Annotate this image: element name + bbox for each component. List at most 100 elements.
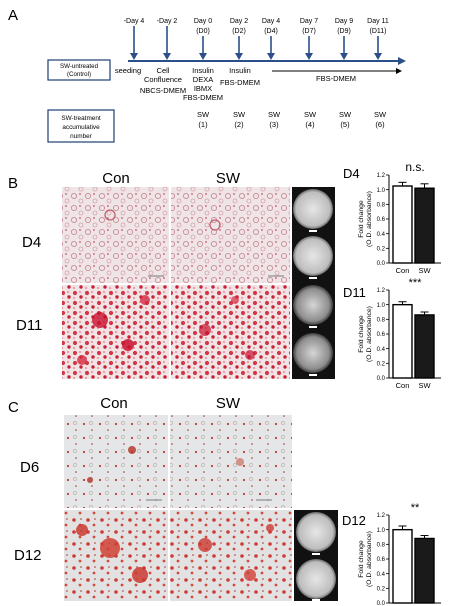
panel-c-row-d6: D6 — [20, 459, 39, 476]
bar-con — [392, 528, 413, 604]
sw-count: (4) — [305, 120, 315, 129]
y-tick-label: 0.4 — [377, 572, 386, 578]
day-label: Day 2 — [230, 18, 248, 25]
chart-title: D4 — [343, 166, 360, 181]
bar-sw — [414, 537, 435, 604]
significance-label: ** — [411, 502, 420, 514]
bar-chart-d4: D4 0.0 0.2 0.4 0.6 0.8 1.0 1.2 Fold change (O.D. … — [343, 160, 441, 275]
well-scale — [309, 230, 317, 232]
sw-label: SW — [304, 110, 317, 119]
untreated-box — [47, 59, 111, 81]
chart-title: D12 — [342, 513, 366, 528]
sw-count: (1) — [198, 120, 208, 129]
timeline-arrowhead — [398, 57, 406, 65]
y-axis-label: (O.D. absorbance) — [366, 191, 373, 247]
untreated-label: SW-untreated — [60, 63, 99, 70]
micrograph-c-con-d6 — [64, 415, 168, 508]
y-tick-label: 1.0 — [377, 303, 386, 309]
y-axis-label: (O.D. absorbance) — [366, 306, 373, 362]
y-tick-label: 1.2 — [377, 288, 386, 294]
day-sublabel: (D4) — [264, 28, 278, 35]
timeline-day: -Day 2 — [157, 18, 178, 60]
day-arrowhead — [305, 53, 313, 60]
y-tick-label: 0.0 — [377, 601, 386, 606]
well-photo — [293, 333, 333, 373]
y-tick-label: 0.2 — [377, 587, 386, 593]
y-tick-label: 0.6 — [377, 557, 386, 563]
day-label: Day 11 — [367, 18, 389, 25]
day-arrowhead — [199, 53, 207, 60]
y-tick-label: 0.0 — [377, 376, 386, 382]
treatment-line-2: accumulative — [62, 124, 100, 131]
micrograph-b-sw-d11 — [171, 285, 290, 379]
bar-chart-d12: D12 0.0 0.2 0.4 0.6 0.8 1.0 1.2 Fold change (O.D.… — [342, 502, 441, 606]
seeding-label: seeding — [115, 66, 141, 75]
well-scale — [309, 277, 317, 279]
sw-count: (6) — [375, 120, 385, 129]
panel-c-row-d12: D12 — [14, 547, 42, 564]
treatment-line-3: number — [70, 133, 93, 140]
y-tick-label: 0.2 — [377, 362, 386, 368]
stained-droplets-b — [77, 209, 255, 365]
timeline-day: -Day 4 — [124, 18, 145, 60]
day-label: Day 9 — [335, 18, 353, 25]
day-sublabel: (D2) — [232, 28, 246, 35]
well-photo — [293, 236, 333, 276]
day2-media-2: FBS-DMEM — [220, 78, 260, 87]
day-arrowhead — [374, 53, 382, 60]
well-scale — [309, 374, 317, 376]
well-photo — [296, 512, 336, 552]
micrograph-b-sw-d4 — [171, 187, 290, 283]
x-tick-label: Con — [396, 381, 410, 390]
treatment-line-1: SW-treatment — [61, 115, 101, 122]
panel-b-col-sw: SW — [216, 170, 241, 187]
day-label: -Day 2 — [157, 18, 178, 25]
day-sublabel: (D11) — [370, 28, 387, 35]
day0-media-3: IBMX — [194, 84, 212, 93]
cell-label: Cell — [157, 66, 170, 75]
bar-chart-d11: D11 0.0 0.2 0.4 0.6 0.8 1.0 1.2 Fold change (O.D.… — [343, 277, 441, 390]
bar-sw — [414, 314, 435, 379]
day-arrowhead — [163, 53, 171, 60]
day0-media-4: FBS-DMEM — [183, 93, 223, 102]
fbs-dmem-arrowhead — [396, 68, 402, 74]
micrograph-c-sw-d6 — [170, 415, 292, 508]
treatment-box — [47, 109, 115, 143]
day-sublabel: (D9) — [337, 28, 351, 35]
sw-label: SW — [374, 110, 387, 119]
day-arrowhead — [340, 53, 348, 60]
bar-con — [392, 303, 413, 379]
sw-count: (5) — [340, 120, 350, 129]
significance-label: *** — [409, 277, 423, 289]
panel-c-letter: C — [8, 399, 19, 416]
y-tick-label: 0.2 — [377, 247, 386, 253]
day-arrowhead — [235, 53, 243, 60]
panel-b-letter: B — [8, 175, 18, 192]
panel-b-row-d4: D4 — [22, 234, 41, 251]
sw-label: SW — [233, 110, 246, 119]
sw-label: SW — [197, 110, 210, 119]
panel-a-letter: A — [8, 7, 18, 24]
day-arrowhead — [130, 53, 138, 60]
y-tick-label: 1.2 — [377, 513, 386, 519]
nbcs-label: NBCS-DMEM — [140, 86, 186, 95]
timeline-day: Day 9 (D9) — [335, 18, 353, 60]
day2-media-1: Insulin — [229, 66, 251, 75]
panel-b-col-con: Con — [102, 170, 130, 187]
y-tick-label: 0.6 — [377, 332, 386, 338]
timeline-day: Day 4 (D4) — [262, 18, 280, 60]
day-sublabel: (D7) — [302, 28, 316, 35]
y-tick-label: 0.8 — [377, 203, 386, 209]
sw-label: SW — [339, 110, 352, 119]
untreated-sublabel: (Control) — [67, 71, 91, 78]
y-tick-label: 0.4 — [377, 347, 386, 353]
day0-media-1: Insulin — [192, 66, 214, 75]
timeline-day: Day 7 (D7) — [300, 18, 318, 60]
well-photo — [293, 285, 333, 325]
day-label: Day 7 — [300, 18, 318, 25]
day-label: -Day 4 — [124, 18, 145, 25]
well-scale — [312, 599, 320, 601]
y-axis-label: (O.D. absorbance) — [366, 531, 373, 587]
